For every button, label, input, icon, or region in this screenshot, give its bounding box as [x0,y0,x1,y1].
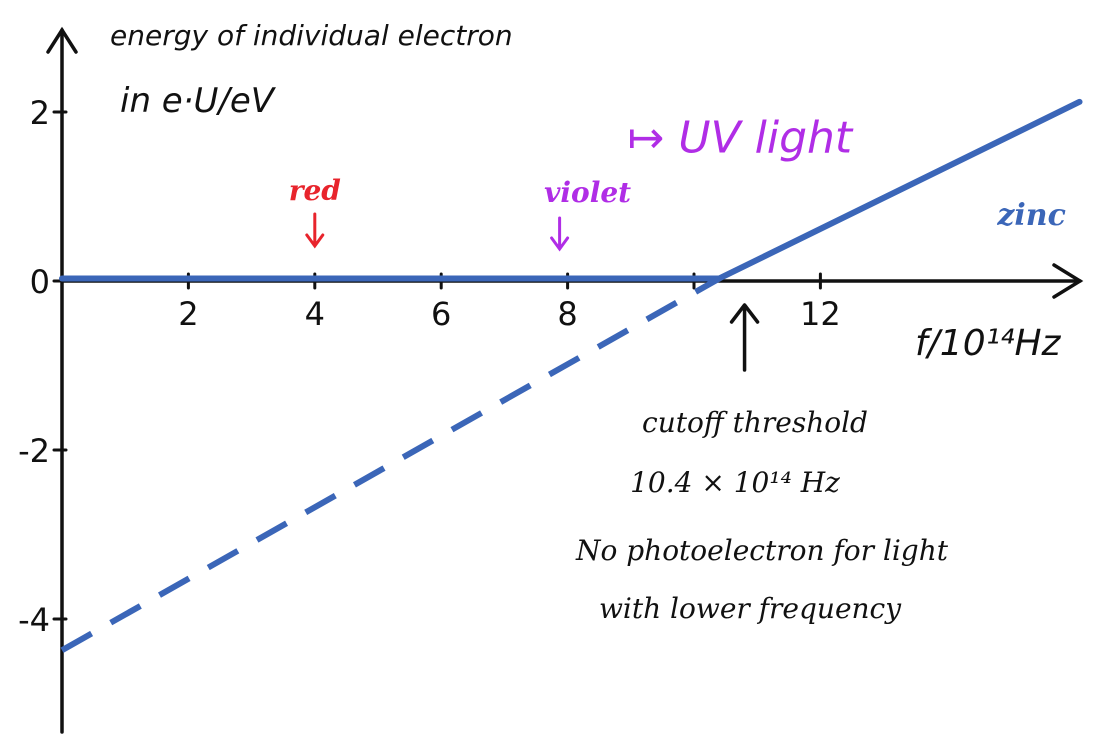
x-axis-arrowhead [1052,263,1084,299]
cutoff-note-line2: 10.4 × 10¹⁴ Hz [630,466,840,499]
violet-label: violet [544,176,631,209]
cutoff-note-line4: with lower frequency [599,592,902,625]
series-line [716,98,1083,282]
y-axis-arrowhead [46,26,78,54]
violet-arrow-icon [550,216,570,252]
x-tick-label: 2 [178,295,198,333]
x-axis-label: f/10¹⁴Hz [915,323,1062,364]
uv-light-label: ↦ UV light [627,112,853,163]
series-layer [59,98,1083,653]
x-ticks: 2 4 6 8 12 [178,272,841,333]
y-tick-label: 0 [30,263,50,301]
zinc-label: zinc [996,198,1066,233]
x-tick-label: 8 [557,295,577,333]
x-tick-label: 6 [431,295,451,333]
red-arrow-icon [305,212,325,249]
series-line-extrapolated [60,275,721,653]
y-tick-label: 2 [30,94,50,132]
y-tick-label: -4 [18,601,50,639]
cutoff-note-line1: cutoff threshold [642,406,868,439]
x-tick-label: 4 [305,295,325,333]
x-tick-label: 12 [800,295,841,333]
y-ticks: -4 -2 0 2 [18,94,68,639]
y-axis-label-line2: in e·U/eV [120,81,277,121]
y-tick-label: -2 [18,432,50,470]
y-axis-label-line1: energy of individual electron [110,19,513,52]
red-label: red [289,174,341,207]
cutoff-arrow-icon [729,303,760,372]
cutoff-note-line3: No photoelectron for light [575,534,949,567]
